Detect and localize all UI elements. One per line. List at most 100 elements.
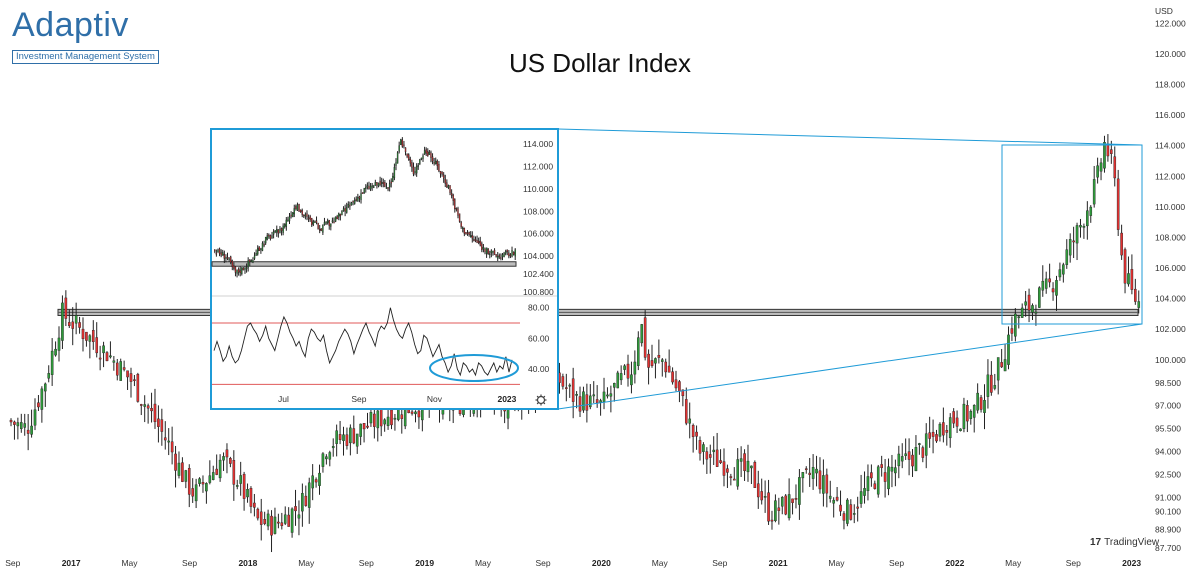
main-candle — [71, 321, 75, 329]
main-candle — [842, 513, 846, 521]
main-candle — [565, 387, 568, 389]
inset-candle — [249, 259, 251, 263]
inset-candle — [255, 253, 257, 256]
inset-candle — [487, 248, 489, 254]
main-candle — [1099, 162, 1103, 172]
inset-candle — [233, 265, 235, 269]
main-candle — [791, 498, 794, 503]
main-candle — [969, 411, 973, 419]
main-candle — [623, 365, 626, 370]
main-candle — [211, 472, 215, 480]
inset-candle — [458, 213, 461, 222]
main-candle — [575, 394, 578, 396]
main-candle — [856, 506, 859, 509]
main-candle — [866, 476, 870, 492]
main-candle — [815, 468, 818, 474]
zoom-connector-bottom — [557, 323, 1143, 410]
main-candle — [174, 453, 177, 471]
main-candle — [160, 419, 164, 432]
main-candle — [780, 497, 784, 507]
main-candle — [386, 416, 390, 427]
inset-candle — [379, 180, 381, 185]
main-candle — [150, 408, 153, 412]
settings-gear-tooth — [543, 395, 546, 398]
main-candle — [37, 402, 40, 408]
main-candle — [95, 337, 99, 354]
main-candle — [50, 350, 54, 375]
main-candle — [181, 462, 184, 482]
main-candle — [373, 413, 376, 427]
inset-candle — [346, 207, 348, 213]
main-candle — [743, 453, 746, 472]
inset-candle — [485, 247, 488, 254]
inset-candle — [285, 219, 288, 227]
main-candle — [1110, 149, 1113, 154]
y-tick-label: 90.100 — [1155, 506, 1181, 516]
main-candle — [990, 374, 993, 393]
main-candle — [846, 499, 849, 524]
main-candle — [630, 374, 633, 386]
inset-candle — [444, 178, 446, 184]
main-candle — [952, 411, 955, 424]
main-candle — [1007, 334, 1010, 365]
inset-candle — [231, 260, 233, 267]
main-candle — [568, 384, 572, 387]
main-candle — [890, 466, 894, 472]
main-candle — [40, 388, 44, 410]
main-candle — [1014, 313, 1017, 337]
main-candle — [1038, 287, 1041, 308]
main-candle — [660, 359, 664, 362]
inset-candle — [312, 221, 315, 225]
inset-candle — [430, 152, 432, 158]
inset-candle — [420, 157, 423, 160]
main-candle — [887, 466, 890, 490]
inset-candle — [331, 220, 334, 223]
inset-candle — [470, 235, 472, 238]
main-candle — [43, 383, 47, 392]
main-candle — [78, 322, 81, 328]
main-candle — [935, 434, 938, 442]
main-candle — [318, 472, 321, 486]
main-candle — [739, 458, 743, 462]
inset-candle — [369, 186, 372, 190]
main-candle — [626, 363, 630, 379]
main-candle — [283, 514, 287, 524]
y-tick-label: 92.500 — [1155, 470, 1181, 480]
main-candle — [194, 484, 198, 502]
main-candle — [852, 513, 856, 515]
main-candle — [859, 491, 863, 504]
inset-candle — [274, 230, 276, 233]
inset-candle — [393, 167, 396, 179]
inset-candle — [258, 246, 260, 251]
main-candle — [921, 447, 925, 458]
main-candle — [410, 411, 414, 414]
inset-candle — [336, 216, 338, 220]
main-candle — [996, 357, 1000, 381]
inset-candle — [355, 199, 357, 201]
main-candle — [222, 456, 225, 461]
main-candle — [263, 519, 266, 524]
main-candle — [880, 464, 883, 468]
inset-candle — [257, 248, 259, 255]
inset-candle — [403, 144, 405, 147]
main-candle — [1003, 359, 1007, 372]
y-tick-label: 118.000 — [1155, 79, 1185, 89]
main-candle — [328, 452, 332, 460]
inset-candle — [476, 240, 478, 243]
main-candle — [119, 361, 123, 381]
main-candle — [1058, 269, 1062, 278]
inset-candle — [390, 181, 392, 184]
inset-candle — [401, 139, 404, 147]
main-candle — [616, 372, 620, 389]
main-candle — [33, 409, 37, 426]
main-candle — [146, 405, 150, 409]
inset-candle — [490, 250, 493, 254]
main-candle — [938, 423, 942, 437]
main-candle — [571, 378, 575, 402]
main-candle — [873, 483, 877, 489]
inset-candle — [322, 224, 324, 233]
main-candle — [1113, 156, 1117, 179]
inset-candle — [266, 235, 268, 240]
main-candle — [561, 376, 565, 387]
main-candle — [774, 500, 777, 522]
